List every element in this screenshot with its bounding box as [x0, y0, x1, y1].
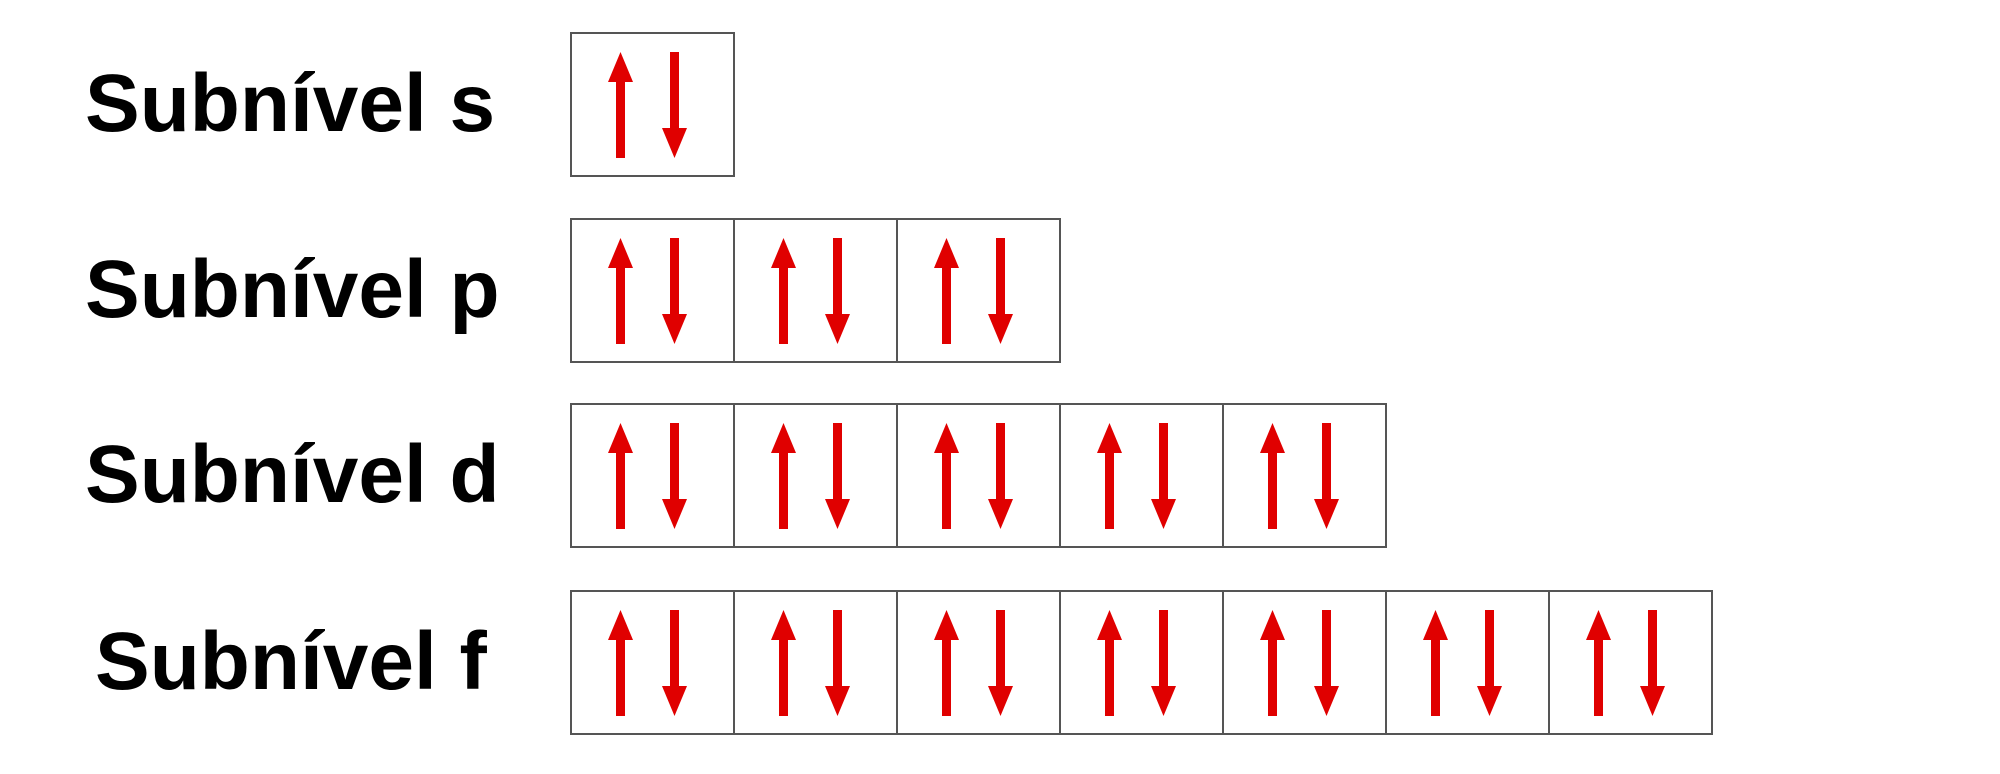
orbital-box: [570, 218, 735, 363]
orbital-box: [570, 590, 735, 735]
arrow-up-icon: [934, 423, 959, 529]
arrow-down-icon: [1477, 610, 1502, 716]
arrow-down-icon: [988, 423, 1013, 529]
arrow-up-icon: [608, 52, 633, 158]
orbital-boxes-s: [570, 32, 735, 177]
arrow-up-icon: [1423, 610, 1448, 716]
orbital-box: [1222, 590, 1387, 735]
orbital-box: [570, 403, 735, 548]
orbital-boxes-f: [570, 590, 1713, 735]
arrow-up-icon: [771, 423, 796, 529]
orbital-boxes-d: [570, 403, 1387, 548]
arrow-up-icon: [771, 610, 796, 716]
arrow-up-icon: [608, 423, 633, 529]
arrow-down-icon: [825, 238, 850, 344]
arrow-down-icon: [662, 52, 687, 158]
orbital-box: [896, 218, 1061, 363]
orbital-box: [1059, 403, 1224, 548]
sublevel-label-f: Subnível f: [95, 616, 487, 707]
orbital-box: [1059, 590, 1224, 735]
orbital-box: [733, 403, 898, 548]
orbital-box: [733, 218, 898, 363]
arrow-up-icon: [934, 610, 959, 716]
arrow-up-icon: [771, 238, 796, 344]
arrow-down-icon: [1314, 423, 1339, 529]
sublevel-row-f: Subnível f: [0, 590, 2000, 735]
orbital-box: [570, 32, 735, 177]
orbital-boxes-p: [570, 218, 1061, 363]
arrow-down-icon: [1151, 423, 1176, 529]
arrow-up-icon: [608, 238, 633, 344]
sublevel-label-s: Subnível s: [85, 58, 496, 149]
arrow-down-icon: [662, 423, 687, 529]
sublevel-row-d: Subnível d: [0, 403, 2000, 548]
arrow-down-icon: [1314, 610, 1339, 716]
arrow-down-icon: [988, 238, 1013, 344]
sublevel-label-p: Subnível p: [85, 244, 500, 335]
arrow-up-icon: [934, 238, 959, 344]
arrow-down-icon: [662, 610, 687, 716]
orbital-box: [1385, 590, 1550, 735]
arrow-down-icon: [1640, 610, 1665, 716]
arrow-down-icon: [988, 610, 1013, 716]
sublevel-label-d: Subnível d: [85, 429, 500, 520]
arrow-down-icon: [825, 423, 850, 529]
arrow-up-icon: [1586, 610, 1611, 716]
sublevel-row-s: Subnível s: [0, 32, 2000, 177]
orbital-box: [1222, 403, 1387, 548]
orbital-box: [896, 403, 1061, 548]
arrow-up-icon: [608, 610, 633, 716]
sublevel-row-p: Subnível p: [0, 218, 2000, 363]
arrow-down-icon: [662, 238, 687, 344]
orbital-box: [1548, 590, 1713, 735]
arrow-up-icon: [1260, 423, 1285, 529]
orbital-box: [733, 590, 898, 735]
orbital-box: [896, 590, 1061, 735]
arrow-up-icon: [1097, 423, 1122, 529]
arrow-down-icon: [825, 610, 850, 716]
arrow-down-icon: [1151, 610, 1176, 716]
arrow-up-icon: [1097, 610, 1122, 716]
arrow-up-icon: [1260, 610, 1285, 716]
